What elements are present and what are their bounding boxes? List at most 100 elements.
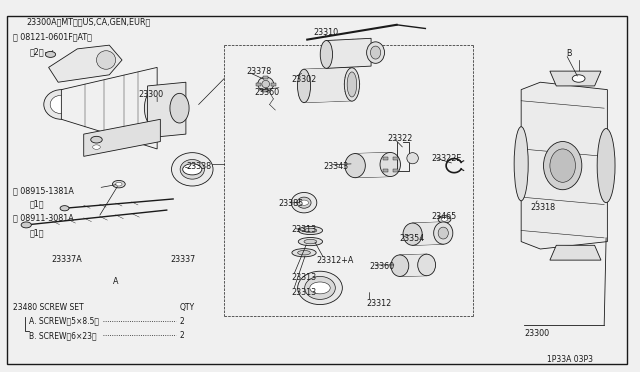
Polygon shape [61,67,157,149]
Circle shape [438,216,451,223]
Ellipse shape [298,250,310,255]
Text: 23378: 23378 [246,67,272,76]
Polygon shape [84,119,161,156]
Text: 〈1〉: 〈1〉 [29,199,44,208]
Text: QTY: QTY [179,303,195,312]
Ellipse shape [258,77,274,91]
Circle shape [572,75,585,82]
Ellipse shape [438,227,449,239]
Bar [263,76,268,79]
Ellipse shape [403,223,422,245]
Polygon shape [355,153,390,178]
Text: A. SCREW〈5×8.5〉: A. SCREW〈5×8.5〉 [29,317,99,326]
Polygon shape [521,82,607,249]
Text: 〈2〉: 〈2〉 [29,47,44,56]
Bar [255,83,260,86]
Ellipse shape [418,254,436,276]
Bar [393,157,398,160]
Ellipse shape [380,153,401,177]
Ellipse shape [347,72,356,97]
Ellipse shape [391,255,409,276]
Ellipse shape [291,192,317,213]
Bar [393,169,398,172]
Bar [383,157,388,160]
Text: 23385: 23385 [278,199,304,208]
Ellipse shape [304,239,317,244]
Ellipse shape [298,69,310,103]
Ellipse shape [298,271,342,305]
Ellipse shape [597,129,615,203]
Text: 2: 2 [179,331,184,340]
Circle shape [45,51,56,57]
Circle shape [310,282,330,294]
Text: 1P33A 03P3: 1P33A 03P3 [547,355,593,363]
Text: 23322E: 23322E [432,154,462,164]
Ellipse shape [170,93,189,123]
Text: Ⓦ 08915-1381A: Ⓦ 08915-1381A [13,186,74,195]
Text: 23322: 23322 [387,134,412,143]
Ellipse shape [543,141,582,190]
Text: 23318: 23318 [531,203,556,212]
Text: 23312: 23312 [366,299,391,308]
Text: 23360: 23360 [255,88,280,97]
Text: 23337: 23337 [170,254,195,264]
Ellipse shape [305,276,335,299]
Bar [271,83,276,86]
Circle shape [60,206,69,211]
Circle shape [182,164,202,175]
Polygon shape [400,254,427,276]
Bar [383,169,388,172]
Ellipse shape [262,80,269,88]
Ellipse shape [298,227,323,235]
Ellipse shape [297,197,311,208]
Circle shape [116,182,122,186]
Text: 〈1〉: 〈1〉 [29,229,44,238]
Polygon shape [326,38,371,68]
Ellipse shape [44,90,79,119]
Circle shape [442,218,448,221]
Ellipse shape [304,228,317,233]
Text: 23312+A: 23312+A [317,256,354,265]
Ellipse shape [434,222,453,244]
Ellipse shape [298,237,323,246]
Text: B: B [566,49,572,58]
Bar [263,89,268,92]
Polygon shape [550,245,601,260]
Text: 23360: 23360 [370,262,395,271]
Text: 23465: 23465 [432,212,457,221]
Ellipse shape [97,51,116,69]
Text: 23300: 23300 [138,90,163,99]
Ellipse shape [180,160,204,179]
Polygon shape [49,45,122,82]
Ellipse shape [320,41,333,68]
Circle shape [91,137,102,143]
Polygon shape [413,222,444,245]
Circle shape [113,180,125,188]
Circle shape [21,222,31,228]
Ellipse shape [371,46,381,59]
Text: A: A [113,277,118,286]
Ellipse shape [407,153,419,164]
Ellipse shape [550,149,575,182]
Text: 23300: 23300 [524,329,550,338]
Text: 23313: 23313 [291,225,316,234]
Ellipse shape [514,127,528,201]
Polygon shape [550,71,601,86]
Text: 23338: 23338 [186,162,211,171]
Text: 23354: 23354 [400,234,425,243]
Text: 23343: 23343 [323,162,348,171]
Circle shape [93,145,100,149]
Text: 23300A〈MT〉〈US,CA,GEN,EUR〉: 23300A〈MT〉〈US,CA,GEN,EUR〉 [26,17,150,26]
Ellipse shape [145,88,170,129]
Text: 23313: 23313 [291,273,316,282]
Ellipse shape [149,95,165,121]
Text: B. SCREW〈6×23〉: B. SCREW〈6×23〉 [29,331,97,340]
Text: 23337A: 23337A [52,254,83,264]
Ellipse shape [367,42,385,63]
Text: Ⓝ 08911-3081A: Ⓝ 08911-3081A [13,214,74,223]
Ellipse shape [172,153,213,186]
Text: 23310: 23310 [314,29,339,38]
Text: 23302: 23302 [291,75,317,84]
Text: ⒵ 08121-0601F〈AT〉: ⒵ 08121-0601F〈AT〉 [13,32,92,41]
Ellipse shape [345,154,365,178]
